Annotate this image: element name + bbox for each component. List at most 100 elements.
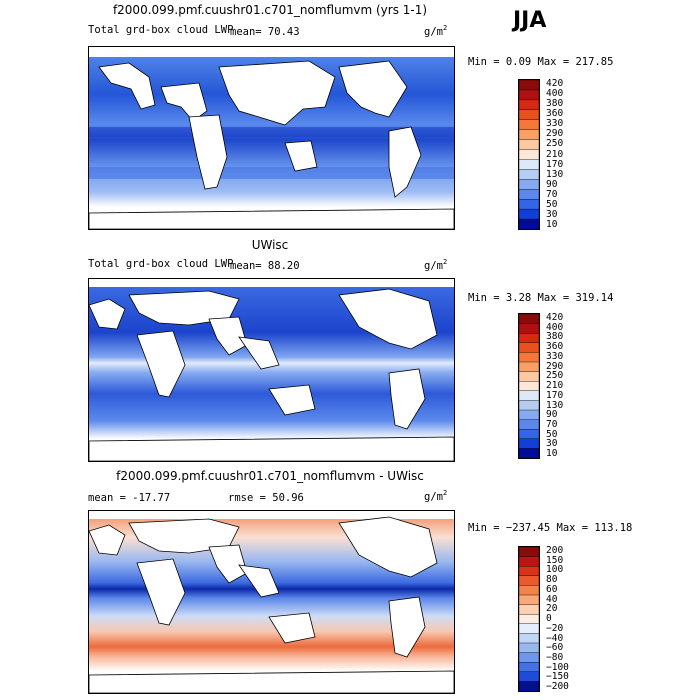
colorbar-tick-label: 170	[546, 158, 564, 170]
colorbar-swatch	[518, 556, 540, 567]
colorbar-tick-label: 150	[546, 554, 564, 566]
panel-3-title: f2000.099.pmf.cuushr01.c701_nomflumvm - …	[116, 469, 424, 483]
colorbar-swatch	[518, 333, 540, 344]
colorbar-swatch	[518, 361, 540, 373]
colorbar-swatch	[518, 448, 540, 459]
colorbar-swatch	[518, 119, 540, 131]
panel-3-rmse-label: rmse = 50.96	[228, 492, 304, 504]
colorbar-tick-label: −100	[546, 661, 569, 673]
colorbar-swatch	[518, 428, 540, 440]
colorbar-swatch	[518, 79, 540, 91]
panel-1-units: g/m2	[424, 24, 448, 38]
colorbar-swatch	[518, 179, 540, 190]
colorbar-swatch	[518, 198, 540, 210]
colorbar-tick-label: 250	[546, 370, 564, 382]
colorbar-swatch	[518, 575, 540, 587]
colorbar-swatch	[518, 352, 540, 363]
colorbar-swatch	[518, 149, 540, 161]
colorbar-tick-label: 200	[546, 544, 564, 556]
colorbar-tick-label: 10	[546, 219, 558, 230]
colorbar-swatch	[518, 139, 540, 151]
colorbar-tick-label: 80	[546, 574, 558, 586]
colorbar-tick-label: 360	[546, 341, 564, 353]
colorbar-tick-label: −60	[546, 642, 564, 654]
colorbar-swatch	[518, 99, 540, 111]
colorbar-swatch	[518, 604, 540, 615]
panel-1-colorbar	[518, 79, 540, 230]
colorbar-swatch	[518, 671, 540, 683]
colorbar-tick-label: 130	[546, 399, 564, 411]
colorbar-tick-label: 250	[546, 138, 564, 150]
panel-3-colorbar-swatches	[518, 546, 540, 692]
colorbar-tick-label: 40	[546, 593, 558, 605]
colorbar-swatch	[518, 681, 540, 692]
colorbar-swatch	[518, 390, 540, 402]
colorbar-swatch	[518, 109, 540, 121]
colorbar-tick-label: −40	[546, 632, 564, 644]
colorbar-tick-label: 330	[546, 118, 564, 130]
panel-2-colorbar	[518, 313, 540, 459]
colorbar-swatch	[518, 169, 540, 181]
colorbar-swatch	[518, 208, 540, 220]
colorbar-tick-label: 20	[546, 603, 558, 615]
panel-3-map-field	[88, 511, 455, 694]
panel-1-map-field	[88, 47, 455, 230]
panel-2-minmax: Min = 3.28 Max = 319.14	[468, 292, 614, 304]
colorbar-tick-label: 10	[546, 448, 558, 460]
colorbar-tick-label: 130	[546, 168, 564, 180]
colorbar-swatch	[518, 419, 540, 430]
colorbar-swatch	[518, 342, 540, 354]
colorbar-tick-label: 90	[546, 178, 558, 190]
panel-1-minmax: Min = 0.09 Max = 217.85	[468, 56, 614, 68]
colorbar-swatch	[518, 371, 540, 382]
colorbar-tick-label: 420	[546, 78, 564, 89]
colorbar-tick-label: 50	[546, 198, 558, 210]
panel-3-colorbar	[518, 546, 540, 692]
colorbar-tick-label: 400	[546, 88, 564, 100]
colorbar-swatch	[518, 585, 540, 596]
colorbar-swatch	[518, 409, 540, 421]
panel-2-colorbar-swatches	[518, 313, 540, 459]
colorbar-tick-label: −200	[546, 681, 569, 693]
colorbar-tick-label: 50	[546, 428, 558, 440]
colorbar-swatch	[518, 652, 540, 663]
colorbar-swatch	[518, 89, 540, 101]
colorbar-swatch	[518, 313, 540, 325]
colorbar-tick-label: 360	[546, 108, 564, 120]
colorbar-tick-label: 100	[546, 564, 564, 576]
colorbar-swatch	[518, 613, 540, 625]
panel-2-map	[88, 278, 455, 462]
colorbar-swatch	[518, 633, 540, 644]
colorbar-swatch	[518, 189, 540, 200]
panel-1-title: f2000.099.pmf.cuushr01.c701_nomflumvm (y…	[112, 3, 428, 17]
panel-2-mean-label: mean= 88.20	[230, 260, 300, 272]
panel-2-map-field	[88, 279, 455, 462]
colorbar-swatch	[518, 380, 540, 392]
panel-1-mean-label: mean= 70.43	[230, 26, 300, 38]
colorbar-tick-label: 90	[546, 409, 558, 421]
colorbar-swatch	[518, 159, 540, 171]
colorbar-tick-label: 380	[546, 331, 564, 343]
colorbar-tick-label: 290	[546, 128, 564, 140]
colorbar-swatch	[518, 594, 540, 606]
colorbar-swatch	[518, 566, 540, 577]
colorbar-tick-label: 170	[546, 389, 564, 401]
season-label: JJA	[513, 8, 547, 33]
panel-2-title: UWisc	[251, 238, 289, 252]
colorbar-swatch	[518, 546, 540, 558]
panel-3-mean-label: mean = -17.77	[88, 492, 171, 504]
colorbar-tick-label: 380	[546, 98, 564, 110]
colorbar-tick-label: 210	[546, 148, 564, 160]
panel-3-units: g/m2	[424, 489, 448, 503]
colorbar-tick-label: −150	[546, 671, 569, 683]
colorbar-tick-label: 290	[546, 360, 564, 372]
colorbar-tick-label: 30	[546, 208, 558, 220]
colorbar-tick-label: 70	[546, 418, 558, 430]
colorbar-swatch	[518, 661, 540, 673]
panel-3-minmax: Min = −237.45 Max = 113.18	[468, 522, 633, 534]
colorbar-tick-label: 60	[546, 583, 558, 595]
colorbar-swatch	[518, 642, 540, 654]
colorbar-tick-label: 420	[546, 311, 564, 323]
colorbar-tick-label: −80	[546, 651, 564, 663]
colorbar-tick-label: 70	[546, 188, 558, 200]
